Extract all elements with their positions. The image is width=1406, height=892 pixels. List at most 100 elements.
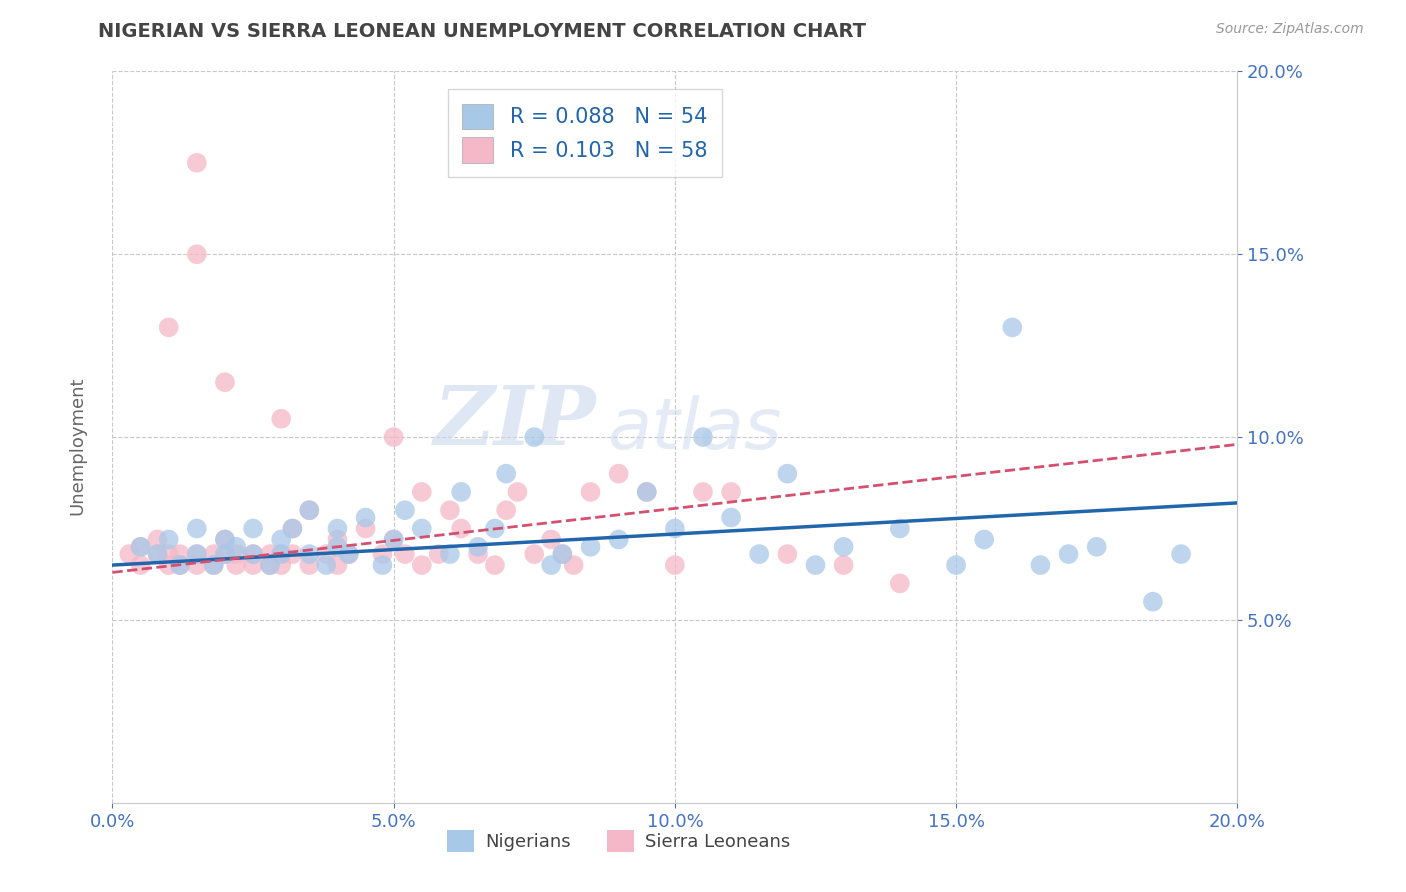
Point: [214, 547, 236, 561]
Point: [1085, 540, 1108, 554]
Point: [337, 547, 360, 561]
Point: [450, 521, 472, 535]
Point: [551, 547, 574, 561]
Point: [270, 547, 292, 561]
Point: [506, 485, 529, 500]
Point: [298, 558, 321, 573]
Point: [692, 485, 714, 500]
Point: [186, 547, 208, 561]
Point: [382, 430, 405, 444]
Point: [129, 540, 152, 554]
Point: [169, 558, 191, 573]
Point: [607, 467, 630, 481]
Text: NIGERIAN VS SIERRA LEONEAN UNEMPLOYMENT CORRELATION CHART: NIGERIAN VS SIERRA LEONEAN UNEMPLOYMENT …: [98, 22, 866, 41]
Point: [298, 503, 321, 517]
Point: [315, 547, 337, 561]
Point: [270, 412, 292, 426]
Point: [129, 540, 152, 554]
Point: [720, 510, 742, 524]
Point: [427, 547, 450, 561]
Point: [242, 547, 264, 561]
Point: [157, 320, 180, 334]
Point: [394, 547, 416, 561]
Point: [298, 547, 321, 561]
Point: [259, 558, 281, 573]
Point: [129, 558, 152, 573]
Point: [439, 547, 461, 561]
Point: [214, 533, 236, 547]
Point: [540, 558, 562, 573]
Point: [551, 547, 574, 561]
Point: [186, 521, 208, 535]
Point: [540, 533, 562, 547]
Point: [354, 510, 377, 524]
Point: [450, 485, 472, 500]
Point: [186, 247, 208, 261]
Point: [225, 540, 247, 554]
Point: [146, 533, 169, 547]
Point: [146, 547, 169, 561]
Point: [1170, 547, 1192, 561]
Point: [484, 521, 506, 535]
Point: [1029, 558, 1052, 573]
Point: [523, 430, 546, 444]
Point: [281, 521, 304, 535]
Point: [146, 547, 169, 561]
Point: [889, 576, 911, 591]
Point: [371, 547, 394, 561]
Point: [382, 533, 405, 547]
Point: [186, 547, 208, 561]
Point: [945, 558, 967, 573]
Point: [157, 558, 180, 573]
Point: [579, 540, 602, 554]
Point: [382, 533, 405, 547]
Point: [270, 547, 292, 561]
Point: [186, 558, 208, 573]
Point: [394, 503, 416, 517]
Point: [281, 547, 304, 561]
Point: [371, 558, 394, 573]
Point: [157, 533, 180, 547]
Text: atlas: atlas: [607, 395, 782, 464]
Point: [214, 375, 236, 389]
Point: [664, 521, 686, 535]
Point: [214, 547, 236, 561]
Point: [832, 540, 855, 554]
Point: [973, 533, 995, 547]
Point: [495, 467, 517, 481]
Point: [169, 558, 191, 573]
Point: [337, 547, 360, 561]
Point: [202, 558, 225, 573]
Point: [315, 558, 337, 573]
Point: [1142, 594, 1164, 608]
Text: Unemployment: Unemployment: [69, 376, 86, 516]
Point: [259, 547, 281, 561]
Point: [411, 558, 433, 573]
Point: [692, 430, 714, 444]
Point: [326, 558, 349, 573]
Point: [326, 521, 349, 535]
Point: [607, 533, 630, 547]
Point: [439, 503, 461, 517]
Point: [748, 547, 770, 561]
Point: [157, 547, 180, 561]
Point: [636, 485, 658, 500]
Point: [259, 558, 281, 573]
Point: [467, 540, 489, 554]
Point: [562, 558, 585, 573]
Point: [579, 485, 602, 500]
Point: [202, 558, 225, 573]
Point: [118, 547, 141, 561]
Point: [214, 533, 236, 547]
Point: [169, 547, 191, 561]
Text: ZIP: ZIP: [433, 383, 596, 462]
Point: [411, 485, 433, 500]
Point: [776, 467, 799, 481]
Point: [270, 558, 292, 573]
Point: [225, 547, 247, 561]
Point: [326, 533, 349, 547]
Point: [326, 540, 349, 554]
Point: [495, 503, 517, 517]
Point: [225, 558, 247, 573]
Point: [1057, 547, 1080, 561]
